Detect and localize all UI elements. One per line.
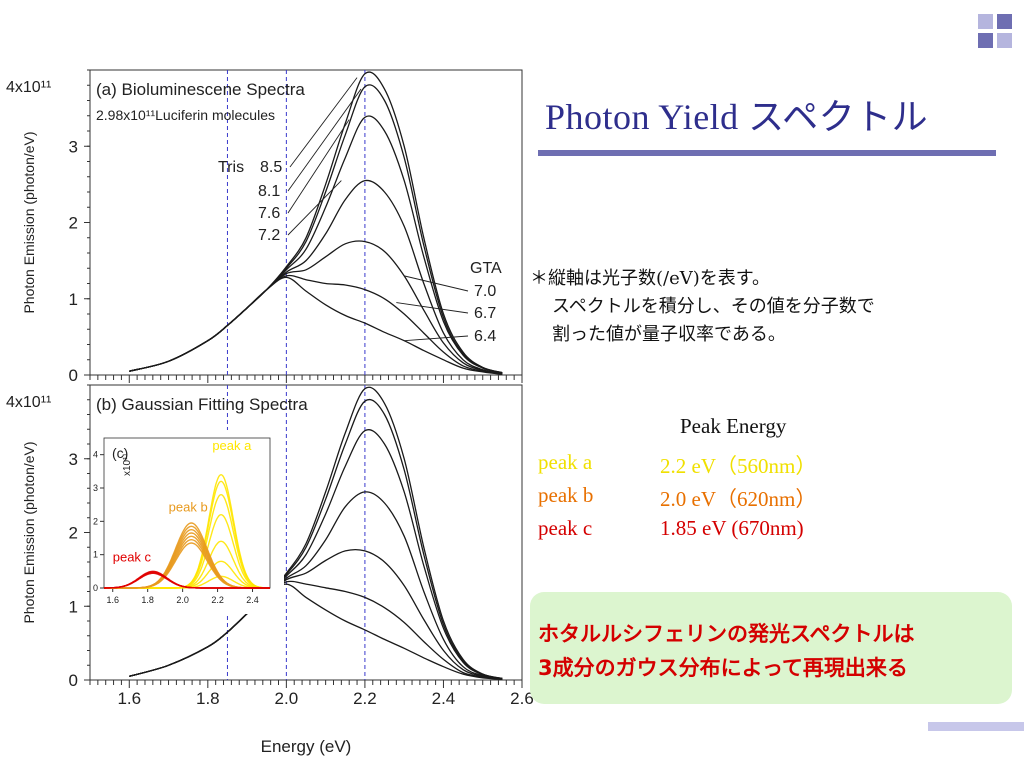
- y-tick-label: 2: [69, 524, 78, 543]
- peak-row-c: peak c 1.85 eV (670nm): [538, 516, 804, 541]
- inset-curve-peak-c: [104, 572, 270, 589]
- leader-line: [396, 302, 469, 314]
- inset-x-tick-label: 2.0: [176, 595, 189, 605]
- summary-callout: ホタルルシフェリンの発光スペクトルは 3成分のガウス分布によって再現出来る: [530, 592, 1012, 704]
- title-underline: [538, 150, 996, 156]
- peak-b-name: peak b: [538, 483, 594, 507]
- peak-row-a: peak a 2.2 eV（560nm）: [538, 450, 816, 478]
- panel-a-labels: Tris 8.5 8.1 7.6 7.2 GTA 7.0 6.7 6.4: [218, 77, 502, 345]
- corner-decoration-top: [978, 14, 1014, 50]
- leader-line: [287, 119, 350, 214]
- x-tick-label: 2.4: [432, 689, 456, 708]
- panel-a-subtitle: 2.98x10¹¹Luciferin molecules: [96, 107, 275, 123]
- peak-c-name: peak c: [538, 516, 593, 540]
- peak-a-value: 2.2 eV（560nm）: [660, 454, 817, 478]
- corner-decoration-bottom: [928, 722, 1024, 731]
- series-label: 6.7: [474, 305, 496, 322]
- note-line-2: スペクトルを積分し、その値を分子数で: [552, 296, 875, 317]
- leader-line: [404, 275, 469, 292]
- callout-line-1: ホタルルシフェリンの発光スペクトルは: [538, 622, 915, 646]
- series-group-label-tris: Tris: [218, 159, 244, 176]
- inset-label-peak-b: peak b: [169, 499, 208, 514]
- x-axis-label: Energy (eV): [261, 737, 352, 756]
- series-label: 8.1: [258, 183, 280, 200]
- inset-label-peak-a: peak a: [212, 438, 252, 453]
- y-tick-label: 0: [69, 671, 78, 690]
- y-exponent-label: 4x10¹¹: [6, 394, 51, 411]
- callout-line-2: 3成分のガウス分布によって再現出来る: [538, 656, 908, 680]
- series-label: 7.2: [258, 227, 280, 244]
- x-tick-label: 1.8: [196, 689, 220, 708]
- x-tick-label: 2.2: [353, 689, 377, 708]
- peak-a-name: peak a: [538, 450, 593, 474]
- leader-line: [287, 180, 342, 236]
- inset-x-tick-label: 2.2: [211, 595, 224, 605]
- leader-line: [404, 335, 469, 342]
- leader-line: [289, 77, 358, 168]
- y-axis-label: Photon Emission (photon/eV): [21, 441, 37, 623]
- inset-x-tick-label: 1.8: [141, 595, 154, 605]
- y-tick-label: 0: [69, 366, 78, 385]
- inset-c: (c)x10¹¹ 0 1 2 3 4 1.6 1.8 2.0 2.2 2.4 peak a peak b…: [93, 430, 284, 614]
- peak-energy-heading: Peak Energy: [680, 414, 787, 438]
- inset-y-tick-label: 0: [93, 583, 98, 593]
- inset-y-tick-label: 4: [93, 450, 98, 460]
- series-label: 8.5: [260, 159, 282, 176]
- panel-b-title: (b) Gaussian Fitting Spectra: [96, 395, 308, 414]
- series-line: [129, 115, 503, 374]
- peak-row-b: peak b 2.0 eV（620nm）: [538, 483, 816, 511]
- series-group-label-gta: GTA: [470, 260, 502, 277]
- inset-y-tick-label: 2: [93, 516, 98, 526]
- panel-a-title: (a) Bioluminescene Spectra: [96, 80, 305, 99]
- slide-title: Photon Yield スペクトル: [545, 97, 929, 137]
- panel-a: 0 1 2 3 4x10¹¹ (a) Bioluminescene Spectra 2.98…: [6, 69, 523, 385]
- inset-label-peak-c: peak c: [113, 549, 152, 564]
- series-label: 7.0: [474, 283, 496, 300]
- inset-c-exponent-label: x10¹¹: [122, 453, 133, 476]
- inset-c-title: (c): [112, 445, 128, 461]
- y-exponent-label: 4x10¹¹: [6, 79, 51, 96]
- y-tick-label: 2: [69, 214, 78, 233]
- peak-b-value: 2.0 eV（620nm）: [660, 487, 817, 511]
- series-label: 7.6: [258, 205, 280, 222]
- x-tick-label: 2.0: [275, 689, 299, 708]
- note-line-1: ＊縦軸は光子数(/eV)を表す。: [530, 268, 770, 289]
- peak-c-value: 1.85 eV (670nm): [660, 516, 804, 540]
- series-line: [129, 276, 503, 375]
- x-tick-label: 2.6: [510, 689, 534, 708]
- y-tick-label: 3: [69, 450, 78, 469]
- series-label: 6.4: [474, 328, 496, 345]
- x-tick-label: 1.6: [117, 689, 141, 708]
- series-line: [129, 583, 503, 680]
- axis-note: ＊縦軸は光子数(/eV)を表す。 スペクトルを積分し、その値を分子数で 割った値…: [530, 265, 875, 349]
- y-tick-label: 1: [69, 597, 78, 616]
- note-line-3: 割った値が量子収率である。: [552, 324, 786, 345]
- inset-y-tick-label: 3: [93, 483, 98, 493]
- panel-b-series: [129, 386, 503, 680]
- y-tick-label: 1: [69, 290, 78, 309]
- inset-x-tick-label: 1.6: [106, 595, 119, 605]
- series-line: [129, 179, 503, 375]
- panel-a-series: [129, 71, 503, 375]
- y-axis-label: Photon Emission (photon/eV): [21, 131, 37, 313]
- y-tick-label: 3: [69, 137, 78, 156]
- leader-line: [287, 88, 362, 192]
- inset-c-curves: [103, 473, 271, 589]
- inset-x-tick-label: 2.4: [246, 595, 259, 605]
- inset-y-tick-label: 1: [93, 550, 98, 560]
